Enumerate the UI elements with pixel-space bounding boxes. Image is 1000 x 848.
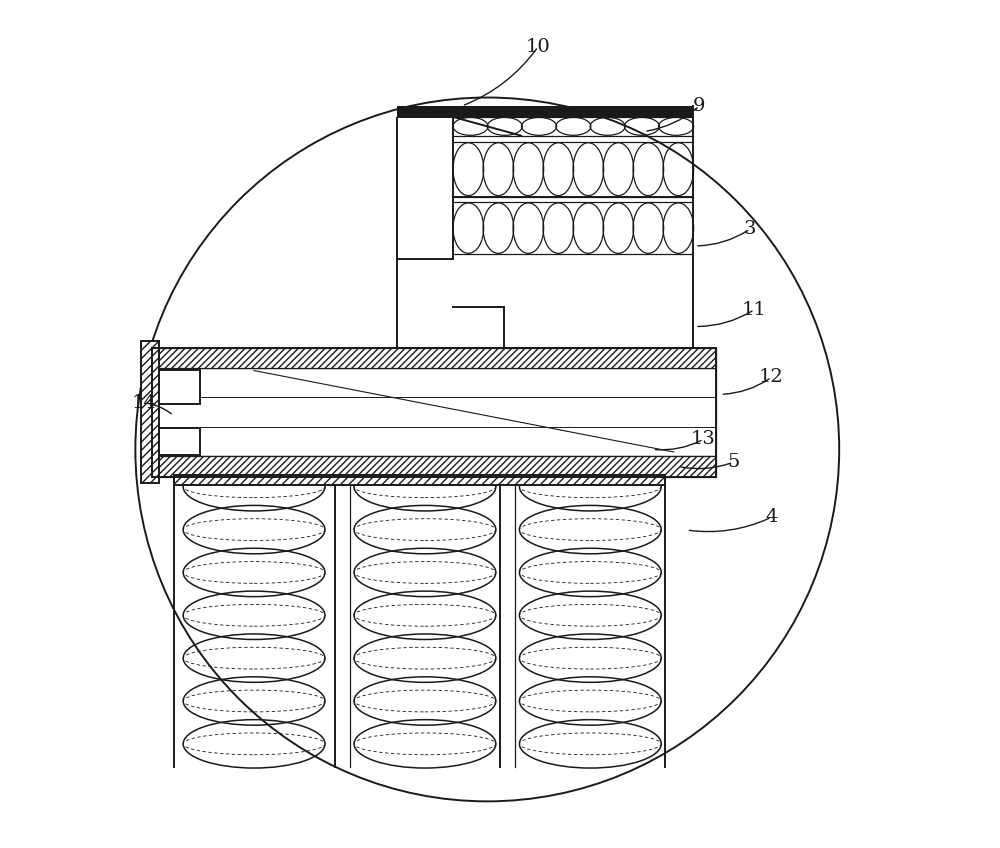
Bar xyxy=(152,456,716,477)
Text: 4: 4 xyxy=(765,508,778,527)
Text: 13: 13 xyxy=(691,430,716,449)
Text: 11: 11 xyxy=(742,300,767,319)
Text: 9: 9 xyxy=(693,97,706,115)
Bar xyxy=(141,341,159,483)
Bar xyxy=(397,106,693,118)
Text: 10: 10 xyxy=(526,37,551,56)
Text: 5: 5 xyxy=(727,453,739,471)
Text: 12: 12 xyxy=(759,368,784,387)
Bar xyxy=(174,475,665,485)
Text: 3: 3 xyxy=(744,220,756,238)
Bar xyxy=(152,348,716,368)
Bar xyxy=(159,370,200,404)
Bar xyxy=(159,428,200,455)
Bar xyxy=(152,368,716,456)
Text: 14: 14 xyxy=(131,393,156,412)
